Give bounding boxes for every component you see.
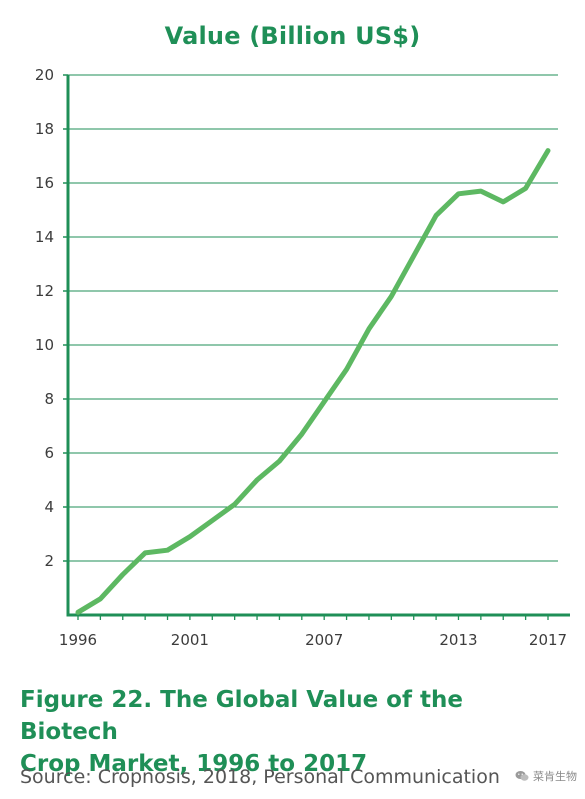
x-tick-label-2007: 2007	[305, 631, 343, 649]
y-tick-label-12: 12	[35, 282, 54, 300]
y-tick-labels: 2 4 6 8 10 12 14 16 18 20	[35, 66, 54, 570]
y-tick-label-14: 14	[35, 228, 54, 246]
series-layer	[75, 148, 551, 615]
caption-line-2: Crop Market, 1996 to 2017	[20, 751, 368, 777]
series-line-0	[75, 148, 551, 615]
y-tick-label-18: 18	[35, 120, 54, 138]
x-tick-label-2013: 2013	[439, 631, 477, 649]
figure-caption: Figure 22. The Global Value of the Biote…	[20, 684, 565, 780]
y-tick-label-6: 6	[44, 444, 54, 462]
x-tick-label-1996: 1996	[59, 631, 97, 649]
x-tick-labels: 1996 2001 2007 2013 2017	[59, 631, 567, 649]
wechat-icon	[515, 771, 529, 781]
y-tick-label-20: 20	[35, 66, 54, 84]
x-tick-label-2001: 2001	[171, 631, 209, 649]
y-tick-label-4: 4	[44, 498, 54, 516]
source-note: Source: Cropnosis, 2018, Personal Commun…	[20, 766, 500, 788]
y-tick-label-10: 10	[35, 336, 54, 354]
caption-line-1: Figure 22. The Global Value of the Biote…	[20, 687, 463, 745]
chart-title: Value (Billion US$)	[164, 22, 421, 50]
y-tick-label-16: 16	[35, 174, 54, 192]
grid-lines	[68, 74, 558, 562]
x-tick-label-2017: 2017	[529, 631, 567, 649]
y-tick-label-2: 2	[44, 552, 54, 570]
watermark-text: 菜肯生物	[533, 770, 577, 783]
axes	[63, 74, 570, 620]
y-tick-label-8: 8	[44, 390, 54, 408]
watermark: 菜肯生物	[515, 768, 577, 784]
